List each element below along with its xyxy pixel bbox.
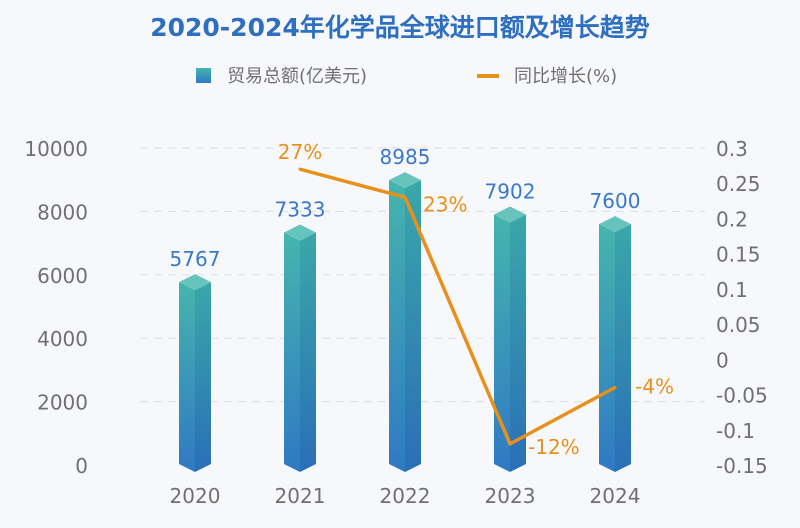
x-tick-label: 2021: [275, 484, 326, 508]
right-tick-label: 0: [716, 348, 729, 372]
left-tick-label: 6000: [37, 264, 88, 288]
right-tick-label: -0.05: [716, 384, 768, 408]
right-tick-label: 0.1: [716, 278, 748, 302]
bar-top: [494, 206, 526, 223]
left-tick-label: 2000: [37, 391, 88, 415]
bar-right-face: [510, 214, 526, 473]
right-tick-label: 0.05: [716, 313, 761, 337]
growth-label: -12%: [528, 435, 580, 459]
x-tick-label: 2020: [170, 484, 221, 508]
legend: 贸易总额(亿美元) 同比增长(%): [196, 66, 617, 87]
left-tick-label: 8000: [37, 200, 88, 224]
x-tick-label: 2022: [380, 484, 431, 508]
bar-right-face: [300, 232, 316, 472]
left-tick-label: 10000: [24, 137, 88, 161]
legend-line-swatch: [477, 74, 499, 78]
bar-left-face: [599, 224, 615, 472]
right-tick-label: 0.25: [716, 172, 761, 196]
bar-right-face: [615, 224, 631, 472]
bar-left-face: [494, 214, 510, 473]
bar-top: [179, 274, 211, 291]
growth-point: [403, 195, 407, 199]
x-tick-label: 2023: [485, 484, 536, 508]
bar-left-face: [284, 232, 300, 472]
growth-line: [299, 167, 616, 446]
growth-point: [508, 442, 512, 446]
bar-value-label: 7600: [590, 189, 641, 213]
legend-bar-label: 贸易总额(亿美元): [227, 66, 367, 87]
growth-label: 27%: [278, 140, 322, 164]
right-tick-label: 0.2: [716, 207, 748, 231]
left-tick-label: 4000: [37, 327, 88, 351]
bar-right-face: [195, 282, 211, 472]
growth-label: -4%: [635, 375, 674, 399]
bar-top: [389, 172, 421, 189]
legend-bar-swatch: [196, 68, 211, 83]
bar-left-face: [179, 282, 195, 472]
bar-value-label: 7902: [485, 180, 536, 204]
bar-right-face: [405, 180, 421, 472]
right-tick-label: -0.15: [716, 454, 768, 478]
bar-top: [284, 224, 316, 241]
x-tick-label: 2024: [590, 484, 641, 508]
bar-top: [599, 216, 631, 233]
right-tick-label: 0.3: [716, 137, 748, 161]
bar-left-face: [389, 180, 405, 472]
right-tick-label: 0.15: [716, 243, 761, 267]
growth-point: [298, 167, 302, 171]
growth-point: [613, 386, 617, 390]
chart-title: 2020-2024年化学品全球进口额及增长趋势: [150, 13, 650, 42]
left-tick-label: 0: [75, 454, 88, 478]
bar-value-label: 5767: [170, 247, 221, 271]
right-tick-label: -0.1: [716, 419, 755, 443]
bar-value-label: 7333: [275, 198, 326, 222]
growth-label: 23%: [423, 192, 467, 216]
bar-value-label: 8985: [380, 145, 431, 169]
legend-line-label: 同比增长(%): [514, 66, 617, 87]
